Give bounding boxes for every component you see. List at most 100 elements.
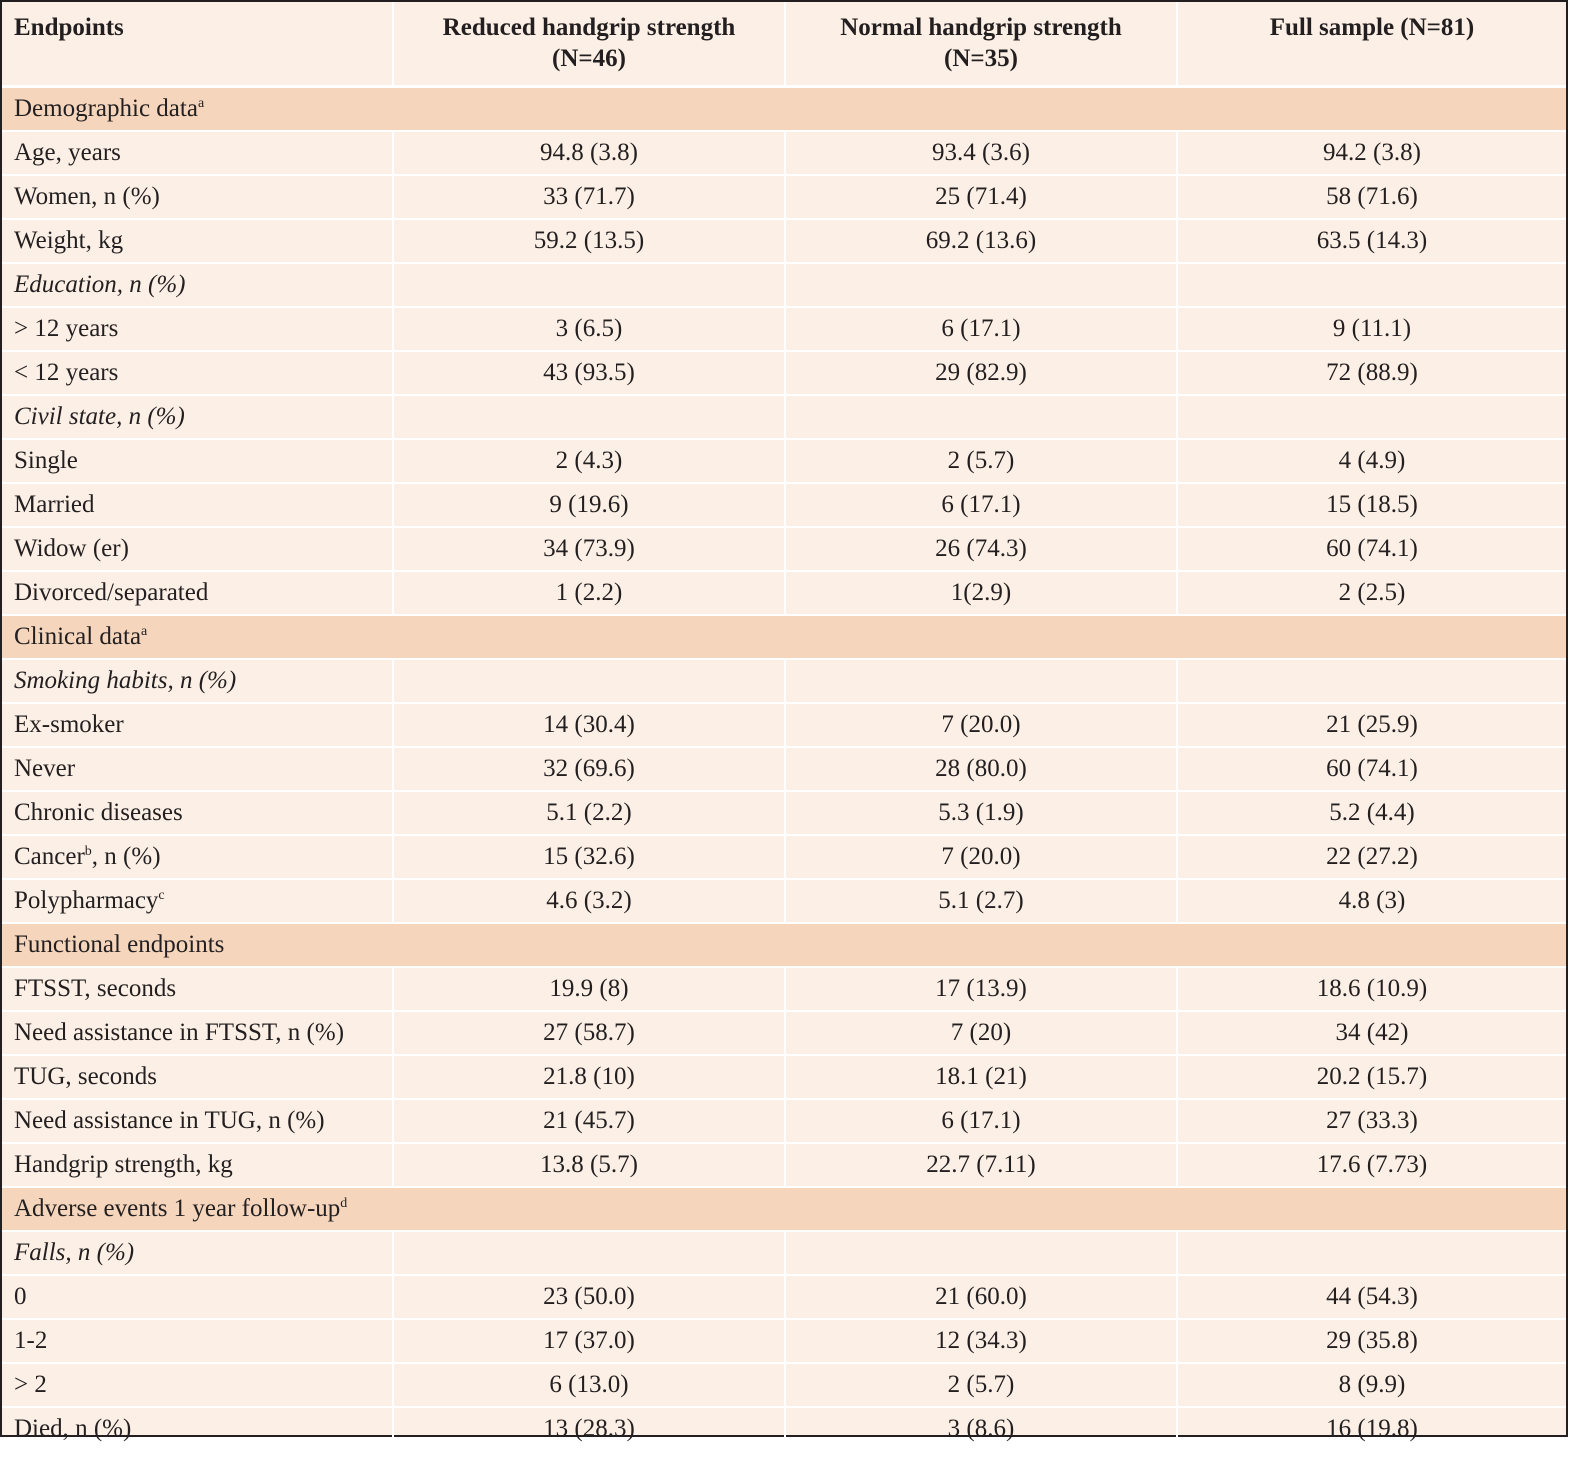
cell-normal-handgrip: 28 (80.0) [785, 747, 1178, 792]
row-label-text: Functional endpoints [14, 931, 225, 958]
cell-normal-handgrip: 2 (5.7) [785, 439, 1178, 484]
row-label-text: Demographic data [14, 95, 198, 122]
cell-normal-handgrip: 5.3 (1.9) [785, 791, 1178, 836]
cell-reduced-handgrip: 19.9 (8) [393, 967, 786, 1012]
row-label-text: Smoking habits, n (%) [14, 667, 237, 694]
cell-reduced-handgrip [393, 395, 786, 440]
row-label: Smoking habits, n (%) [2, 659, 394, 704]
cell-reduced-handgrip: 34 (73.9) [393, 527, 786, 572]
table-row: Divorced/separated 1 (2.2) 1(2.9) 2 (2.5) [2, 571, 1566, 616]
cell-normal-handgrip: 17 (13.9) [785, 967, 1178, 1012]
row-label-text: Never [14, 755, 76, 782]
row-label: Weight, kg [2, 219, 394, 264]
table-row: Handgrip strength, kg 13.8 (5.7) 22.7 (7.1… [2, 1143, 1566, 1188]
row-label-text: Single [14, 447, 78, 474]
cell-normal-handgrip: 6 (17.1) [785, 1099, 1178, 1144]
row-label-text: Widow (er) [14, 535, 129, 562]
row-label-text: < 12 years [14, 359, 119, 386]
cell-reduced-handgrip: 13 (28.3) [393, 1407, 786, 1452]
cell-full-sample: 9 (11.1) [1177, 307, 1566, 352]
cell-reduced-handgrip [393, 1231, 786, 1276]
row-label-text: FTSST, seconds [14, 975, 177, 1002]
subgroup-row: Falls, n (%) [2, 1231, 1566, 1276]
row-label: Ex-smoker [2, 703, 394, 748]
cell-normal-handgrip: 29 (82.9) [785, 351, 1178, 396]
cell-reduced-handgrip: 5.1 (2.2) [393, 791, 786, 836]
row-label-text: Need assistance in TUG, n (%) [14, 1107, 325, 1134]
cell-full-sample [1177, 263, 1566, 308]
cell-normal-handgrip [785, 1231, 1178, 1276]
cell-reduced-handgrip [393, 615, 785, 660]
row-label-text: Education, n (%) [14, 271, 186, 298]
table-row: Cancerb, n (%) 15 (32.6) 7 (20.0) 22 (27.2) [2, 835, 1566, 880]
row-label: Adverse events 1 year follow-upd [2, 1187, 393, 1232]
row-label: FTSST, seconds [2, 967, 394, 1012]
table-row: > 12 years 3 (6.5) 6 (17.1) 9 (11.1) [2, 307, 1566, 352]
cell-full-sample [1177, 1187, 1566, 1232]
cell-reduced-handgrip: 3 (6.5) [393, 307, 786, 352]
table-row: FTSST, seconds 19.9 (8) 17 (13.9) 18.6 (10.… [2, 967, 1566, 1012]
row-label-text: TUG, seconds [14, 1063, 158, 1090]
cell-full-sample [1177, 923, 1566, 968]
row-label: Need assistance in TUG, n (%) [2, 1099, 394, 1144]
row-label-text: Falls, n (%) [14, 1239, 135, 1266]
row-label-text: Civil state, n (%) [14, 403, 185, 430]
cell-normal-handgrip: 69.2 (13.6) [785, 219, 1178, 264]
table-body: Demographic dataa Age, years 94.8 (3.8) 93.… [2, 86, 1566, 1452]
cell-normal-handgrip: 12 (34.3) [785, 1319, 1178, 1364]
cell-full-sample: 63.5 (14.3) [1177, 219, 1566, 264]
row-label: TUG, seconds [2, 1055, 394, 1100]
header-row: Endpoints Reduced handgrip strength (N=46… [2, 2, 1566, 88]
cell-reduced-handgrip: 13.8 (5.7) [393, 1143, 786, 1188]
cell-normal-handgrip: 7 (20.0) [785, 835, 1178, 880]
row-label: Civil state, n (%) [2, 395, 394, 440]
row-label: Functional endpoints [2, 923, 393, 968]
cell-reduced-handgrip: 43 (93.5) [393, 351, 786, 396]
cell-reduced-handgrip: 9 (19.6) [393, 483, 786, 528]
cell-full-sample [1177, 86, 1566, 132]
section-header-row: Demographic dataa [2, 86, 1566, 132]
cell-full-sample: 22 (27.2) [1177, 835, 1566, 880]
cell-full-sample [1177, 615, 1566, 660]
cell-reduced-handgrip: 21.8 (10) [393, 1055, 786, 1100]
row-label-text: Died, n (%) [14, 1415, 132, 1442]
cell-normal-handgrip [785, 263, 1178, 308]
row-label: Need assistance in FTSST, n (%) [2, 1011, 394, 1056]
table-row: Polypharmacyc 4.6 (3.2) 5.1 (2.7) 4.8 (3) [2, 879, 1566, 924]
row-label-text: Chronic diseases [14, 799, 183, 826]
cell-normal-handgrip: 22.7 (7.11) [785, 1143, 1178, 1188]
cell-normal-handgrip [785, 659, 1178, 704]
table-row: Chronic diseases 5.1 (2.2) 5.3 (1.9) 5.2 (4… [2, 791, 1566, 836]
table-row: Weight, kg 59.2 (13.5) 69.2 (13.6) 63.5 (14… [2, 219, 1566, 264]
row-label-text: Age, years [14, 139, 121, 166]
endpoints-table: Endpoints Reduced handgrip strength (N=46… [2, 2, 1566, 1452]
row-label-text: Handgrip strength, kg [14, 1151, 233, 1178]
cell-reduced-handgrip: 17 (37.0) [393, 1319, 786, 1364]
table-row: Need assistance in TUG, n (%) 21 (45.7) 6 … [2, 1099, 1566, 1144]
cell-full-sample: 34 (42) [1177, 1011, 1566, 1056]
cell-full-sample [1177, 395, 1566, 440]
cell-full-sample [1177, 1231, 1566, 1276]
row-label: Age, years [2, 131, 394, 176]
table-row: Widow (er) 34 (73.9) 26 (74.3) 60 (74.1) [2, 527, 1566, 572]
cell-reduced-handgrip [393, 923, 785, 968]
row-label-text: 1-2 [14, 1327, 48, 1354]
cell-full-sample: 17.6 (7.73) [1177, 1143, 1566, 1188]
row-label-text: Cancer [14, 843, 85, 870]
header-normal-handgrip: Normal handgrip strength (N=35) [785, 2, 1178, 88]
cell-normal-handgrip: 2 (5.7) [785, 1363, 1178, 1408]
cell-full-sample: 2 (2.5) [1177, 571, 1566, 616]
row-label: Clinical dataa [2, 615, 393, 660]
cell-reduced-handgrip [393, 659, 786, 704]
row-label-text: Clinical data [14, 623, 142, 650]
cell-normal-handgrip [785, 395, 1178, 440]
cell-reduced-handgrip: 21 (45.7) [393, 1099, 786, 1144]
row-label: Died, n (%) [2, 1407, 394, 1452]
section-header-row: Adverse events 1 year follow-upd [2, 1187, 1566, 1232]
row-label: Married [2, 483, 394, 528]
table-row: Need assistance in FTSST, n (%) 27 (58.7)… [2, 1011, 1566, 1056]
cell-full-sample: 4.8 (3) [1177, 879, 1566, 924]
row-label-text: Married [14, 491, 95, 518]
row-label-text: Divorced/separated [14, 579, 209, 606]
cell-reduced-handgrip: 14 (30.4) [393, 703, 786, 748]
